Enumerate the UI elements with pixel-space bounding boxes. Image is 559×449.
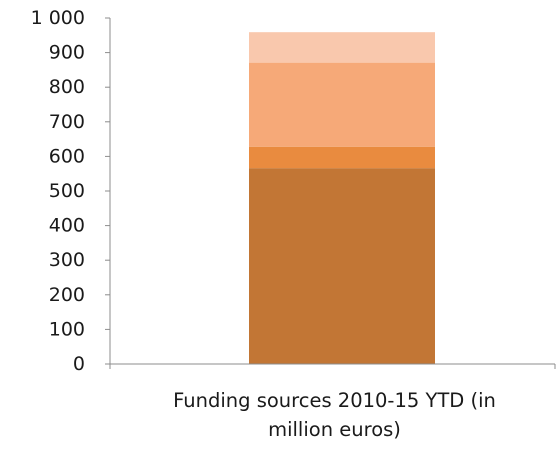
bar-segment-4 bbox=[249, 32, 435, 63]
y-tick-label: 600 bbox=[49, 145, 85, 167]
bar-segment-2 bbox=[249, 146, 435, 169]
y-tick-label: 700 bbox=[49, 111, 85, 133]
y-tick-label: 900 bbox=[49, 42, 85, 64]
y-tick-label: 1 000 bbox=[31, 7, 85, 29]
x-category-label: Funding sources 2010-15 YTD (in million e… bbox=[173, 389, 496, 441]
bar-stack bbox=[249, 32, 435, 364]
bar-segment-3 bbox=[249, 62, 435, 147]
y-tick-label: 300 bbox=[49, 249, 85, 271]
y-axis: 0 100 200 300 400 500 600 700 800 900 1 000 bbox=[31, 7, 111, 375]
bar-segment-1 bbox=[249, 168, 435, 364]
y-tick-label: 800 bbox=[49, 76, 85, 98]
y-tick-label: 200 bbox=[49, 284, 85, 306]
y-tick-label: 500 bbox=[49, 180, 85, 202]
y-tick-label: 400 bbox=[49, 215, 85, 237]
x-axis: Funding sources 2010-15 YTD (in million e… bbox=[109, 363, 556, 441]
y-tick-label: 100 bbox=[49, 318, 85, 340]
y-tick-label: 0 bbox=[73, 353, 85, 375]
